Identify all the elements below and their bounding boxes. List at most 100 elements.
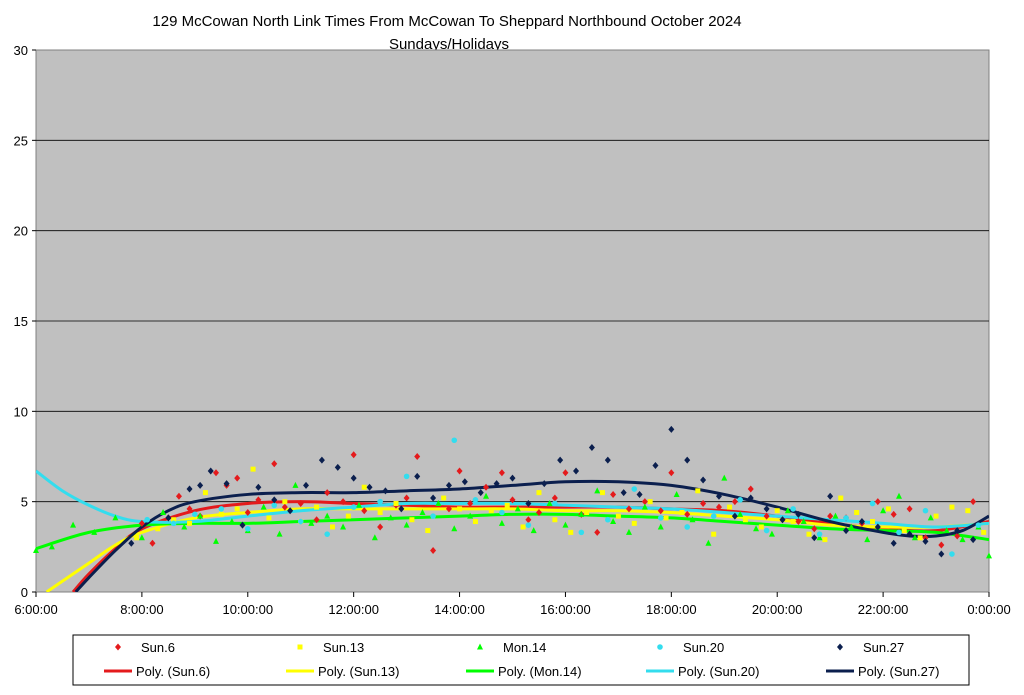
- data-point: [313, 516, 320, 524]
- data-point: [800, 518, 807, 525]
- data-point: [213, 469, 220, 477]
- data-point: [525, 522, 532, 528]
- data-point: [430, 494, 437, 502]
- data-point: [573, 467, 580, 475]
- legend-label: Poly. (Mon.14): [498, 664, 582, 679]
- data-point: [223, 480, 230, 488]
- y-tick-label: 0: [21, 585, 28, 600]
- data-point: [197, 481, 204, 489]
- data-point: [657, 507, 664, 515]
- data-point: [795, 518, 802, 526]
- data-point: [869, 500, 876, 507]
- data-point: [832, 512, 839, 519]
- data-point: [308, 519, 315, 526]
- data-point: [652, 462, 659, 470]
- data-point: [943, 527, 950, 534]
- data-point: [504, 502, 510, 508]
- legend-marker: [115, 643, 121, 651]
- data-point: [187, 520, 193, 526]
- data-point: [679, 510, 685, 516]
- data-point: [467, 512, 474, 519]
- data-point: [657, 515, 664, 521]
- data-point: [350, 474, 357, 482]
- data-point: [885, 506, 891, 512]
- data-point: [414, 453, 421, 460]
- data-point: [91, 528, 98, 535]
- data-point: [171, 517, 177, 523]
- data-point: [112, 514, 119, 521]
- data-point: [218, 506, 225, 512]
- y-tick-label: 20: [14, 224, 28, 239]
- data-point: [244, 509, 251, 517]
- data-point: [149, 539, 156, 547]
- data-point: [477, 489, 484, 497]
- data-point: [790, 519, 796, 525]
- data-point: [525, 516, 532, 524]
- data-point: [641, 503, 648, 510]
- data-point: [684, 456, 691, 464]
- trendline: [71, 500, 989, 592]
- data-point: [334, 463, 341, 471]
- data-point: [620, 489, 627, 497]
- data-point: [864, 536, 871, 543]
- data-point: [186, 485, 193, 493]
- data-point: [779, 516, 786, 524]
- data-point: [663, 515, 669, 521]
- data-point: [880, 507, 887, 514]
- data-point: [827, 492, 834, 500]
- data-point: [467, 499, 474, 507]
- data-point: [350, 504, 357, 510]
- legend-box: [72, 634, 970, 686]
- data-point: [594, 528, 601, 536]
- data-point: [509, 496, 516, 504]
- legend-label: Sun.27: [863, 640, 904, 655]
- data-point: [731, 512, 738, 520]
- data-point: [721, 474, 728, 481]
- data-point: [970, 536, 977, 544]
- data-point: [493, 480, 500, 488]
- data-point: [441, 495, 447, 501]
- data-point: [134, 535, 140, 541]
- data-point: [266, 515, 272, 521]
- y-tick-label: 5: [21, 495, 28, 510]
- data-point: [499, 509, 505, 516]
- x-axis-ticks: 6:00:00 8:00:00 10:00:00 12:00:00 14:00:00 16…: [14, 592, 1011, 617]
- y-tick-label: 10: [14, 404, 28, 419]
- data-point: [938, 550, 945, 558]
- data-point: [895, 492, 902, 499]
- data-point: [260, 503, 267, 510]
- data-point: [514, 505, 521, 512]
- data-point: [461, 478, 468, 486]
- data-point: [705, 539, 712, 546]
- data-point: [959, 536, 966, 543]
- data-point: [673, 490, 680, 497]
- data-point: [287, 507, 294, 515]
- chart-title: 129 McCowan North Link Times From McCowa…: [152, 13, 741, 30]
- data-points: [33, 425, 992, 559]
- data-point: [710, 513, 717, 519]
- data-point: [600, 490, 606, 496]
- y-tick-label: 15: [14, 314, 28, 329]
- data-point: [858, 518, 865, 526]
- data-point: [371, 534, 378, 541]
- data-point: [483, 483, 490, 491]
- data-point: [981, 529, 987, 535]
- data-point: [403, 521, 410, 528]
- data-point: [552, 500, 558, 507]
- data-point: [715, 503, 722, 511]
- data-point: [218, 511, 224, 517]
- data-point: [186, 505, 193, 513]
- data-point: [731, 498, 738, 506]
- data-point: [584, 510, 590, 516]
- data-point: [435, 499, 442, 506]
- data-point: [541, 480, 548, 488]
- data-point: [843, 527, 850, 535]
- data-point: [419, 509, 426, 516]
- data-point: [896, 529, 902, 536]
- data-point: [848, 523, 855, 530]
- data-point: [430, 546, 437, 554]
- data-point: [144, 516, 150, 523]
- data-point: [430, 513, 436, 519]
- data-point: [562, 469, 569, 477]
- data-point: [568, 529, 574, 535]
